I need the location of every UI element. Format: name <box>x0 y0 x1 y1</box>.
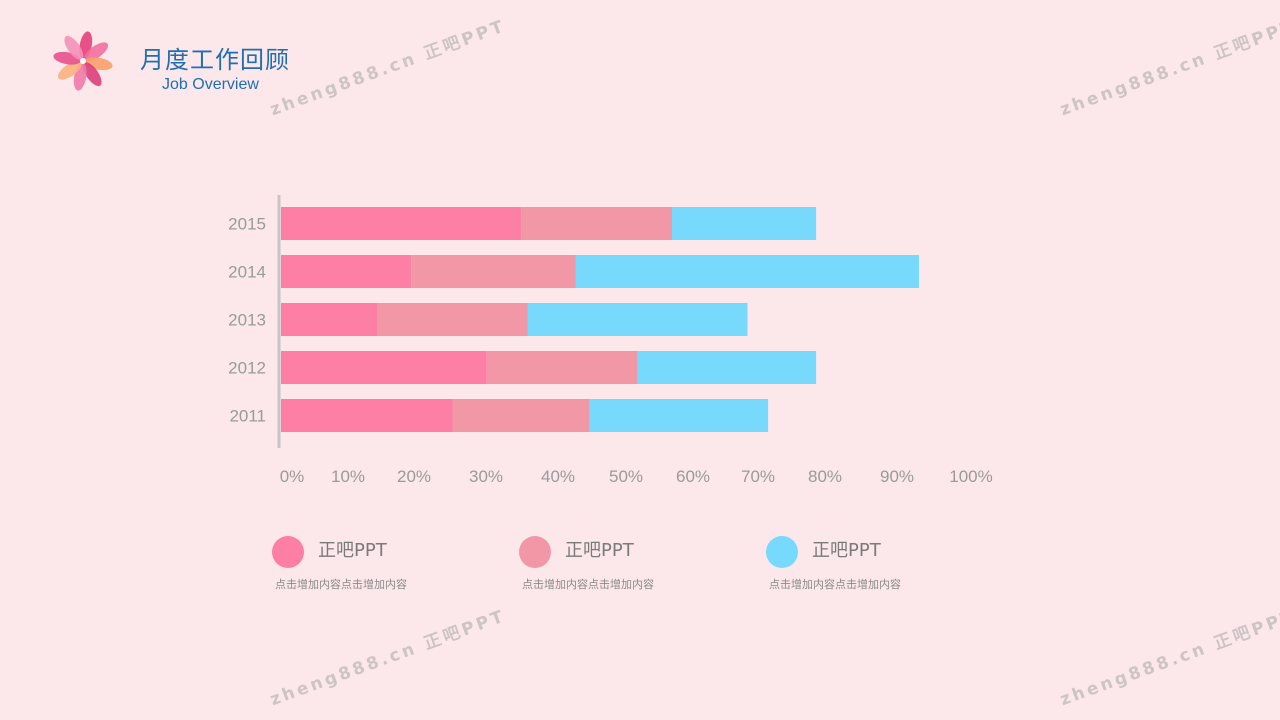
y-tick-label: 2015 <box>228 215 266 234</box>
legend-dot-series-1 <box>272 536 304 568</box>
legend-dot-series-3 <box>766 536 798 568</box>
x-tick-label: 90% <box>880 467 914 486</box>
x-tick-label: 10% <box>331 467 365 486</box>
x-tick-label: 0% <box>280 467 305 486</box>
legend-item-series-3: 正吧PPT 点击增加内容点击增加内容 <box>766 534 1006 594</box>
y-tick-label: 2014 <box>228 263 266 282</box>
bar-2012-series-3 <box>637 351 817 384</box>
bar-2014-series-2 <box>411 255 576 288</box>
legend-label-series-1: 正吧PPT <box>318 540 387 561</box>
bar-2015-series-3 <box>672 207 817 240</box>
legend-description-series-1: 点击增加内容点击增加内容 <box>275 578 407 591</box>
bar-2012-series-1 <box>281 351 487 384</box>
x-tick-label: 60% <box>676 467 710 486</box>
legend-item-series-1: 正吧PPT 点击增加内容点击增加内容 <box>272 534 512 594</box>
x-tick-label: 30% <box>469 467 503 486</box>
flower-petal <box>64 35 84 60</box>
x-tick-label: 80% <box>808 467 842 486</box>
y-tick-label: 2012 <box>228 359 266 378</box>
x-tick-label: 70% <box>741 467 775 486</box>
flower-petal <box>84 42 109 62</box>
legend-label-series-3: 正吧PPT <box>812 540 881 561</box>
bar-2012-series-2 <box>486 351 638 384</box>
legend-item-series-2: 正吧PPT 点击增加内容点击增加内容 <box>519 534 759 594</box>
legend-label-series-2: 正吧PPT <box>565 540 634 561</box>
x-tick-label: 40% <box>541 467 575 486</box>
x-tick-label: 20% <box>397 467 431 486</box>
flower-logo-icon <box>53 31 113 91</box>
bar-2015-series-2 <box>521 207 672 240</box>
flower-petal <box>57 60 82 80</box>
bar-2011-series-3 <box>589 399 769 432</box>
bar-2013-series-1 <box>281 303 377 336</box>
page-subtitle: Job Overview <box>162 76 259 93</box>
legend-description-series-3: 点击增加内容点击增加内容 <box>769 578 901 591</box>
flower-petal <box>82 62 102 87</box>
page-title: 月度工作回顾 <box>140 46 290 74</box>
bar-2015-series-1 <box>281 207 522 240</box>
bar-2014-series-3 <box>576 255 919 288</box>
x-tick-label: 50% <box>609 467 643 486</box>
y-tick-label: 2013 <box>228 311 266 330</box>
bar-2014-series-1 <box>281 255 412 288</box>
legend-dot-series-2 <box>519 536 551 568</box>
bar-2011-series-2 <box>452 399 590 432</box>
bar-2011-series-1 <box>281 399 453 432</box>
legend-description-series-2: 点击增加内容点击增加内容 <box>522 578 654 591</box>
bar-2013-series-3 <box>528 303 748 336</box>
bar-2013-series-2 <box>377 303 528 336</box>
y-tick-label: 2011 <box>229 407 266 426</box>
x-tick-label: 100% <box>949 467 992 486</box>
